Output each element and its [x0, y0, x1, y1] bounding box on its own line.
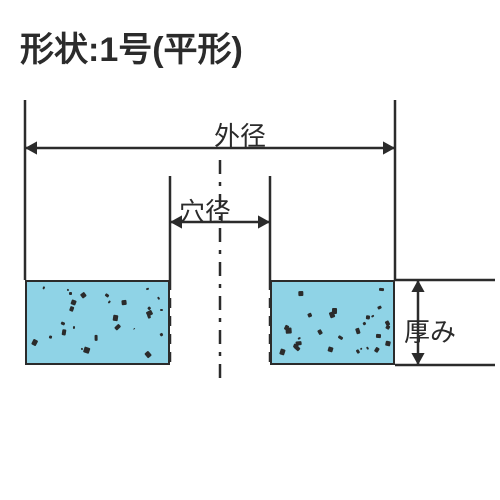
abrasive-speck: [374, 347, 380, 354]
abrasive-speck: [377, 305, 381, 309]
abrasive-speck: [365, 315, 370, 319]
abrasive-speck: [371, 314, 375, 318]
abrasive-speck: [279, 349, 285, 356]
abrasive-speck: [122, 300, 127, 305]
abrasive-speck: [328, 311, 335, 318]
abrasive-speck: [298, 291, 304, 296]
abrasive-speck: [115, 323, 122, 330]
abrasive-speck: [317, 329, 323, 335]
abrasive-speck: [366, 346, 369, 350]
abrasive-speck: [70, 299, 77, 306]
abrasive-speck: [156, 296, 160, 300]
abrasive-speck: [104, 293, 109, 298]
abrasive-speck: [42, 286, 45, 290]
abrasive-speck: [67, 289, 70, 291]
abrasive-speck: [386, 324, 391, 329]
abrasive-speck: [146, 310, 153, 317]
abrasive-speck: [384, 340, 390, 346]
abrasive-speck: [108, 300, 111, 303]
abrasive-speck: [113, 315, 119, 321]
abrasive-speck: [160, 309, 163, 311]
wheel-section-right: [270, 280, 395, 365]
abrasive-speck: [69, 306, 75, 312]
abrasive-speck: [132, 327, 135, 329]
abrasive-speck: [49, 336, 52, 340]
abrasive-speck: [160, 333, 164, 337]
wheel-section-left: [25, 280, 170, 365]
abrasive-speck: [356, 349, 360, 354]
abrasive-speck: [83, 347, 90, 354]
abrasive-speck: [293, 344, 300, 351]
dimension-lines: [0, 0, 500, 500]
abrasive-speck: [73, 326, 76, 329]
abrasive-speck: [298, 336, 301, 339]
abrasive-speck: [307, 313, 312, 318]
abrasive-speck: [80, 292, 87, 299]
abrasive-speck: [60, 322, 65, 326]
abrasive-speck: [61, 329, 66, 335]
abrasive-speck: [379, 288, 384, 292]
abrasive-speck: [362, 322, 366, 326]
abrasive-speck: [32, 339, 39, 346]
abrasive-speck: [376, 334, 381, 338]
abrasive-speck: [355, 327, 360, 334]
abrasive-speck: [69, 291, 72, 294]
abrasive-speck: [328, 346, 335, 352]
diagram-canvas: 形状:1号(平形) 外径 穴径 厚み: [0, 0, 500, 500]
abrasive-speck: [144, 351, 152, 359]
abrasive-speck: [94, 335, 98, 341]
abrasive-speck: [360, 348, 363, 350]
abrasive-speck: [145, 287, 148, 290]
abrasive-speck: [337, 335, 343, 340]
